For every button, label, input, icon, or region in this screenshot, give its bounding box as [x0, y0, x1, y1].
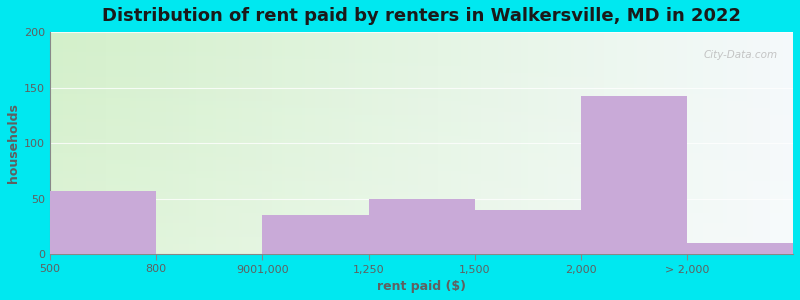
Y-axis label: households: households — [7, 103, 20, 183]
Bar — [687, 243, 793, 254]
Bar — [369, 199, 474, 254]
Bar — [50, 191, 156, 254]
Bar — [262, 215, 369, 254]
Bar — [474, 210, 581, 254]
X-axis label: rent paid ($): rent paid ($) — [377, 280, 466, 293]
Text: City-Data.com: City-Data.com — [704, 50, 778, 60]
Title: Distribution of rent paid by renters in Walkersville, MD in 2022: Distribution of rent paid by renters in … — [102, 7, 741, 25]
Bar — [581, 96, 687, 254]
